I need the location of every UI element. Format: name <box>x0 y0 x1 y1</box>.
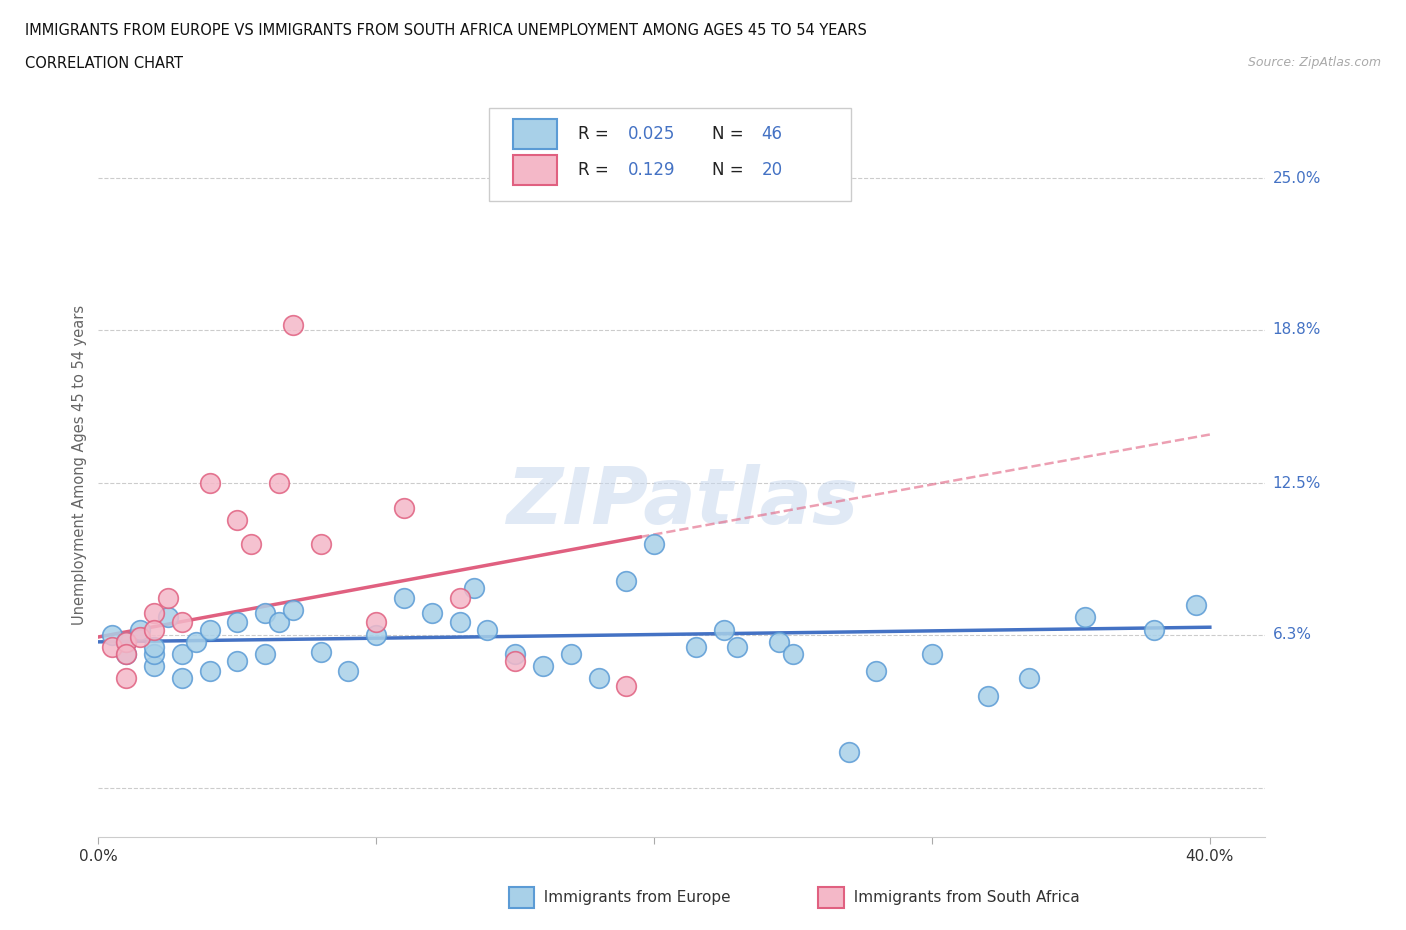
Point <box>1018 671 1040 686</box>
Text: 0.129: 0.129 <box>628 161 676 179</box>
Point <box>1185 598 1208 613</box>
Point <box>1074 610 1097 625</box>
Text: 20: 20 <box>761 161 782 179</box>
Point <box>921 646 943 661</box>
Point <box>156 610 179 625</box>
Point <box>156 591 179 605</box>
Point <box>129 622 152 637</box>
Point <box>115 646 138 661</box>
Y-axis label: Unemployment Among Ages 45 to 54 years: Unemployment Among Ages 45 to 54 years <box>72 305 87 625</box>
Point <box>838 744 860 759</box>
Point <box>170 646 193 661</box>
Point <box>337 664 360 679</box>
Text: 0.025: 0.025 <box>628 125 676 143</box>
Point <box>614 678 637 693</box>
Point <box>267 615 290 630</box>
Point <box>115 671 138 686</box>
Point <box>865 664 887 679</box>
Point <box>281 603 304 618</box>
Point <box>976 688 998 703</box>
Text: R =: R = <box>578 125 614 143</box>
Point <box>198 622 221 637</box>
Point <box>309 537 332 551</box>
Point <box>240 537 263 551</box>
Point <box>588 671 610 686</box>
Point <box>309 644 332 659</box>
Point <box>226 654 249 669</box>
Point <box>143 622 166 637</box>
Point <box>782 646 804 661</box>
Text: 6.3%: 6.3% <box>1272 627 1312 642</box>
Point <box>101 627 124 642</box>
Text: R =: R = <box>578 161 619 179</box>
Point <box>503 646 526 661</box>
Point <box>226 512 249 527</box>
Point <box>198 476 221 491</box>
Point <box>449 591 471 605</box>
Point <box>713 622 735 637</box>
Point <box>143 646 166 661</box>
Point <box>392 500 415 515</box>
Point <box>129 630 152 644</box>
Text: Immigrants from South Africa: Immigrants from South Africa <box>844 890 1080 905</box>
Point <box>184 634 207 649</box>
FancyBboxPatch shape <box>513 154 557 184</box>
Point <box>170 615 193 630</box>
Text: Source: ZipAtlas.com: Source: ZipAtlas.com <box>1247 56 1381 69</box>
Point <box>477 622 499 637</box>
Point <box>531 658 554 673</box>
Text: 12.5%: 12.5% <box>1272 476 1320 491</box>
FancyBboxPatch shape <box>513 119 557 149</box>
Point <box>449 615 471 630</box>
Text: Immigrants from Europe: Immigrants from Europe <box>534 890 731 905</box>
Point <box>366 627 388 642</box>
Text: N =: N = <box>713 161 749 179</box>
Point <box>115 634 138 649</box>
Point <box>685 639 707 654</box>
Point <box>281 317 304 332</box>
Point <box>420 605 443 620</box>
Text: IMMIGRANTS FROM EUROPE VS IMMIGRANTS FROM SOUTH AFRICA UNEMPLOYMENT AMONG AGES 4: IMMIGRANTS FROM EUROPE VS IMMIGRANTS FRO… <box>25 23 868 38</box>
Text: 46: 46 <box>761 125 782 143</box>
Point <box>643 537 665 551</box>
Point <box>254 605 277 620</box>
Point <box>143 658 166 673</box>
Text: CORRELATION CHART: CORRELATION CHART <box>25 56 183 71</box>
Point <box>143 605 166 620</box>
FancyBboxPatch shape <box>489 108 851 201</box>
Point <box>366 615 388 630</box>
Point <box>198 664 221 679</box>
Point <box>170 671 193 686</box>
Text: ZIPatlas: ZIPatlas <box>506 464 858 540</box>
Text: 18.8%: 18.8% <box>1272 322 1320 337</box>
Point <box>101 639 124 654</box>
Point <box>503 654 526 669</box>
Point <box>115 634 138 649</box>
Point <box>226 615 249 630</box>
Point <box>614 574 637 589</box>
Point <box>1143 622 1166 637</box>
Point <box>254 646 277 661</box>
Point <box>768 634 790 649</box>
Point <box>727 639 749 654</box>
Point <box>115 646 138 661</box>
Text: 25.0%: 25.0% <box>1272 171 1320 186</box>
Point <box>463 580 485 595</box>
Text: N =: N = <box>713 125 749 143</box>
Point <box>392 591 415 605</box>
Point <box>560 646 582 661</box>
Point <box>267 476 290 491</box>
Point <box>143 639 166 654</box>
